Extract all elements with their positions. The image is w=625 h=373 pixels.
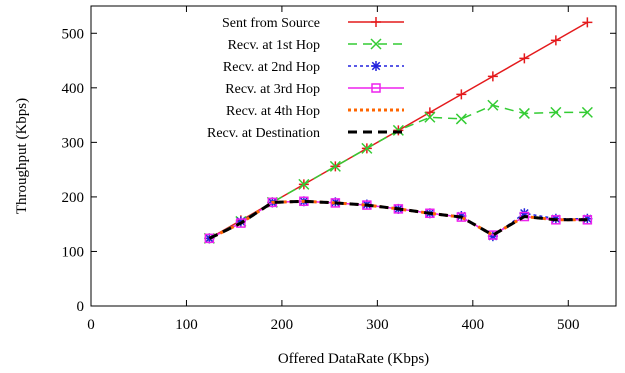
series-0-point-8 [456,89,467,100]
series-3-point-0 [204,233,215,244]
y-tick-label: 200 [62,190,85,206]
y-tick-label: 100 [62,244,85,260]
y-tick-label: 0 [77,299,85,315]
legend-label: Sent from Source [222,16,320,31]
series-3-point-10 [519,211,530,222]
x-tick-label: 400 [462,317,485,333]
legend-label: Recv. at 4th Hop [226,104,320,119]
x-tick-label: 100 [175,317,198,333]
legend: Sent from Source Recv. at 1st Hop Recv. at… [207,16,404,141]
series-0-point-12 [582,17,593,28]
plot-frame [90,5,617,307]
legend-entry-4: Recv. at 4th Hop [226,104,404,119]
legend-label: Recv. at Destination [207,126,320,141]
series-5-line [208,199,588,240]
legend-entry-3: Recv. at 3rd Hop [225,82,404,97]
series-1-point-6 [392,124,404,136]
series-1-point-4 [329,160,341,172]
series-0-point-9 [487,71,498,82]
x-tick-label: 300 [366,317,389,333]
series-1-point-7 [424,111,436,123]
tick-layer: 0 100 200 300 400 500 0 100 200 300 400 500 [62,6,616,333]
legend-label: Recv. at 2nd Hop [223,60,320,75]
legend-entry-1: Recv. at 1st Hop [228,38,404,53]
y-axis-title: Throughput (Kbps) [14,98,30,214]
series-0-point-legend [371,17,381,27]
series-0-point-10 [519,53,530,64]
series-0-point-7 [424,107,435,118]
series-1-point-3 [298,178,310,190]
series-0-point-11 [550,35,561,46]
legend-entry-5: Recv. at Destination [207,126,404,141]
y-tick-label: 500 [62,26,85,42]
x-axis-title: Offered DataRate (Kbps) [278,351,429,367]
series-1-point-10 [518,107,530,119]
x-tick-label: 200 [271,317,294,333]
series-1-point-8 [455,113,467,125]
series-layer [203,17,593,244]
plot-border [90,5,617,307]
y-tick-label: 300 [62,135,85,151]
legend-entry-0: Sent from Source [222,16,404,31]
series-3-point-1 [236,218,246,228]
series-1-point-legend [370,38,382,50]
series-5 [208,199,588,240]
series-1-point-9 [487,99,499,111]
legend-entry-2: Recv. at 2nd Hop [223,60,404,75]
legend-label: Recv. at 3rd Hop [225,82,320,97]
series-3-point-legend [371,83,381,93]
series-1-point-12 [581,106,593,118]
series-1 [203,99,593,244]
series-1-point-5 [361,142,373,154]
x-tick-label: 500 [557,317,580,333]
series-1-point-11 [550,106,562,118]
legend-label: Recv. at 1st Hop [228,38,320,53]
series-2-point-legend [371,61,381,71]
x-tick-label: 0 [87,317,95,333]
y-tick-label: 400 [62,81,85,97]
series-2 [204,196,593,244]
series-3-point-9 [488,230,498,240]
